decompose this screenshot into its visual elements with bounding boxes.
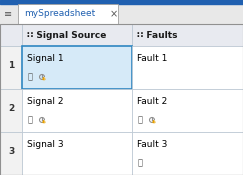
Text: !: ! bbox=[43, 120, 45, 124]
Bar bbox=[0, 0, 243, 4]
Text: ∷ Faults: ∷ Faults bbox=[137, 30, 177, 40]
Text: ⛓: ⛓ bbox=[138, 158, 142, 167]
Polygon shape bbox=[153, 120, 155, 122]
Bar bbox=[0, 46, 22, 89]
Bar bbox=[22, 46, 132, 89]
Text: ⛓: ⛓ bbox=[138, 116, 142, 124]
Bar bbox=[132, 46, 243, 89]
Text: mySpreadsheet: mySpreadsheet bbox=[24, 9, 95, 19]
Polygon shape bbox=[43, 120, 45, 122]
Bar bbox=[22, 132, 132, 175]
Bar bbox=[0, 24, 22, 46]
Polygon shape bbox=[43, 77, 45, 80]
Text: 1: 1 bbox=[8, 61, 14, 70]
Bar bbox=[0, 4, 243, 24]
Text: ⛓: ⛓ bbox=[27, 72, 33, 81]
Text: ⛓: ⛓ bbox=[27, 116, 33, 124]
Bar bbox=[132, 132, 243, 175]
Text: Signal 3: Signal 3 bbox=[27, 140, 64, 149]
Text: 3: 3 bbox=[8, 147, 14, 156]
Bar bbox=[132, 24, 243, 46]
Bar bbox=[18, 4, 118, 24]
Bar bbox=[22, 89, 132, 132]
Text: !: ! bbox=[153, 120, 155, 124]
Text: Fault 2: Fault 2 bbox=[137, 97, 167, 106]
Text: ∷ Signal Source: ∷ Signal Source bbox=[27, 30, 106, 40]
Bar bbox=[0, 132, 22, 175]
Bar bbox=[132, 89, 243, 132]
Text: Fault 3: Fault 3 bbox=[137, 140, 167, 149]
Bar bbox=[0, 24, 243, 175]
Text: Signal 1: Signal 1 bbox=[27, 54, 64, 63]
Text: 2: 2 bbox=[8, 104, 14, 113]
Text: Fault 1: Fault 1 bbox=[137, 54, 167, 63]
Text: Signal 2: Signal 2 bbox=[27, 97, 63, 106]
Bar bbox=[22, 24, 132, 46]
Text: ×: × bbox=[110, 9, 118, 19]
Text: ≡: ≡ bbox=[4, 9, 12, 19]
Text: !: ! bbox=[43, 77, 45, 81]
Bar bbox=[0, 89, 22, 132]
Bar bbox=[0, 24, 243, 175]
